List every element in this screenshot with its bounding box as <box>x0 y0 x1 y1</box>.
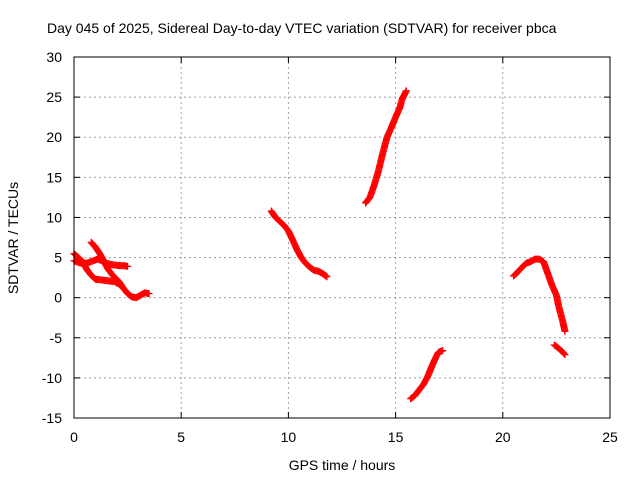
series-segment <box>407 347 447 403</box>
series-segment <box>510 255 569 335</box>
x-tick-label: 25 <box>602 429 618 445</box>
plot-frame <box>73 56 611 419</box>
data-point <box>322 272 330 280</box>
grid <box>74 57 610 418</box>
y-tick-label: 20 <box>46 129 62 145</box>
series-segment <box>87 238 153 302</box>
y-tick-label: 30 <box>46 49 62 65</box>
data-point <box>323 273 331 281</box>
series-segment <box>267 207 331 281</box>
y-axis-label: SDTVAR / TECUs <box>5 182 21 294</box>
series-segment <box>550 341 569 359</box>
x-tick-label: 5 <box>177 429 185 445</box>
data-point <box>560 349 568 357</box>
axis-ticks: 0 5 10 15 20 25 -15 -10 -5 0 5 10 15 20 25 30 <box>42 49 618 445</box>
data-point <box>561 351 569 359</box>
y-tick-label: 0 <box>54 290 62 306</box>
x-tick-label: 20 <box>495 429 511 445</box>
y-tick-label: 5 <box>54 250 62 266</box>
data-point <box>321 272 329 280</box>
y-tick-label: 15 <box>46 169 62 185</box>
x-axis-label: GPS time / hours <box>289 457 396 473</box>
series-segment <box>362 87 410 207</box>
y-tick-label: 10 <box>46 209 62 225</box>
data-point <box>145 290 153 298</box>
x-tick-label: 0 <box>70 429 78 445</box>
data-point <box>560 350 568 358</box>
y-tick-label: -10 <box>42 370 62 386</box>
x-tick-label: 15 <box>388 429 404 445</box>
y-tick-label: -15 <box>42 410 62 426</box>
data-point <box>561 327 569 335</box>
chart-title: Day 045 of 2025, Sidereal Day-to-day VTE… <box>47 20 557 36</box>
data-series <box>70 87 569 403</box>
data-point <box>402 87 410 95</box>
data-point <box>124 262 132 270</box>
y-tick-label: -5 <box>50 330 63 346</box>
data-point <box>439 347 447 355</box>
y-tick-label: 25 <box>46 89 62 105</box>
x-tick-label: 10 <box>281 429 297 445</box>
